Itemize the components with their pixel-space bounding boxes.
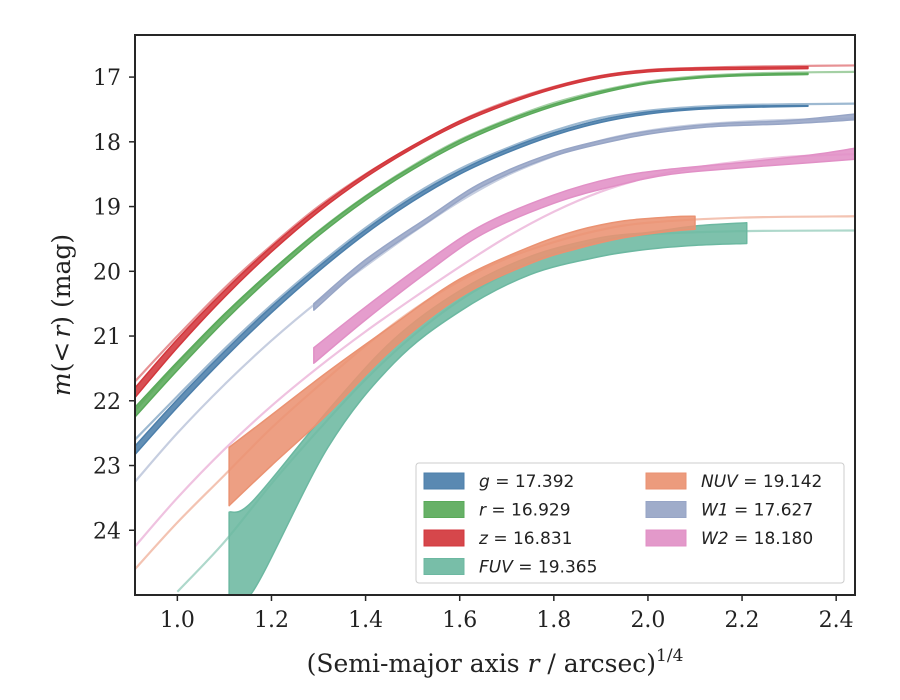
legend-swatch (423, 501, 465, 518)
plot-frame (134, 34, 856, 596)
legend-label: W2 = 18.180 (701, 529, 813, 549)
y-tick-label: 24 (93, 519, 121, 544)
legend-item-fuv: FUV = 19.365 (423, 558, 597, 578)
measured-bands (135, 65, 855, 595)
legend-item-w2: W2 = 18.180 (645, 529, 813, 549)
legend-swatch (423, 558, 465, 575)
x-tick-label: 1.6 (442, 608, 477, 633)
y-axis-ticks: 17 18 19 20 21 22 23 24 (93, 66, 135, 544)
band-nuv-19-142 (228, 215, 696, 507)
x-tick-label: 1.4 (348, 608, 383, 633)
legend: g = 17.392 r = 16.929 z = 16.831 FUV = 19.3… (415, 462, 845, 584)
x-axis-label: (Semi-major axis r / arcsec)1/4 (307, 646, 684, 678)
legend-box (415, 462, 845, 584)
legend-label: FUV = 19.365 (479, 558, 597, 578)
y-tick-label: 17 (93, 66, 121, 91)
y-tick-label: 22 (93, 390, 121, 415)
legend-items: g = 17.392 r = 16.929 z = 16.831 FUV = 19.3… (423, 472, 822, 578)
legend-item-w1: W1 = 17.627 (645, 501, 813, 521)
legend-item-r: r = 16.929 (423, 501, 571, 521)
plot-area (135, 64, 855, 595)
legend-item-nuv: NUV = 19.142 (645, 472, 822, 492)
x-tick-label: 2.0 (630, 608, 665, 633)
model-curve-g-17-392 (135, 102, 855, 441)
band-z-16-831 (135, 65, 809, 399)
y-axis-label: m(<r) (mag) (47, 234, 76, 396)
y-tick-label: 20 (93, 260, 121, 285)
legend-swatch (645, 529, 687, 547)
band-r-16-929 (135, 72, 809, 418)
x-tick-label: 2.4 (819, 608, 854, 633)
x-tick-label: 1.0 (160, 608, 195, 633)
x-tick-label: 1.8 (536, 608, 571, 633)
band-g-17-392 (135, 104, 809, 456)
x-tick-label: 2.2 (725, 608, 760, 633)
legend-swatch (423, 472, 465, 490)
legend-label: W1 = 17.627 (701, 501, 813, 521)
legend-item-g: g = 17.392 (423, 472, 574, 492)
x-axis-ticks: 1.0 1.2 1.4 1.6 1.8 2.0 2.2 2.4 (160, 595, 854, 633)
y-tick-label: 21 (93, 325, 121, 350)
legend-label: z = 16.831 (478, 529, 572, 549)
y-tick-label: 18 (93, 131, 121, 156)
legend-label: NUV = 19.142 (701, 472, 822, 492)
y-tick-label: 23 (93, 455, 121, 480)
legend-label: r = 16.929 (479, 501, 571, 521)
x-tick-label: 1.2 (254, 608, 289, 633)
legend-label: g = 17.392 (479, 472, 574, 492)
band-w1-17-627 (313, 113, 855, 311)
legend-swatch (645, 501, 687, 518)
legend-swatch (645, 472, 687, 490)
band-w2-18-180 (313, 147, 855, 364)
y-tick-label: 19 (93, 196, 121, 221)
legend-item-z: z = 16.831 (423, 529, 572, 549)
legend-swatch (423, 529, 465, 547)
